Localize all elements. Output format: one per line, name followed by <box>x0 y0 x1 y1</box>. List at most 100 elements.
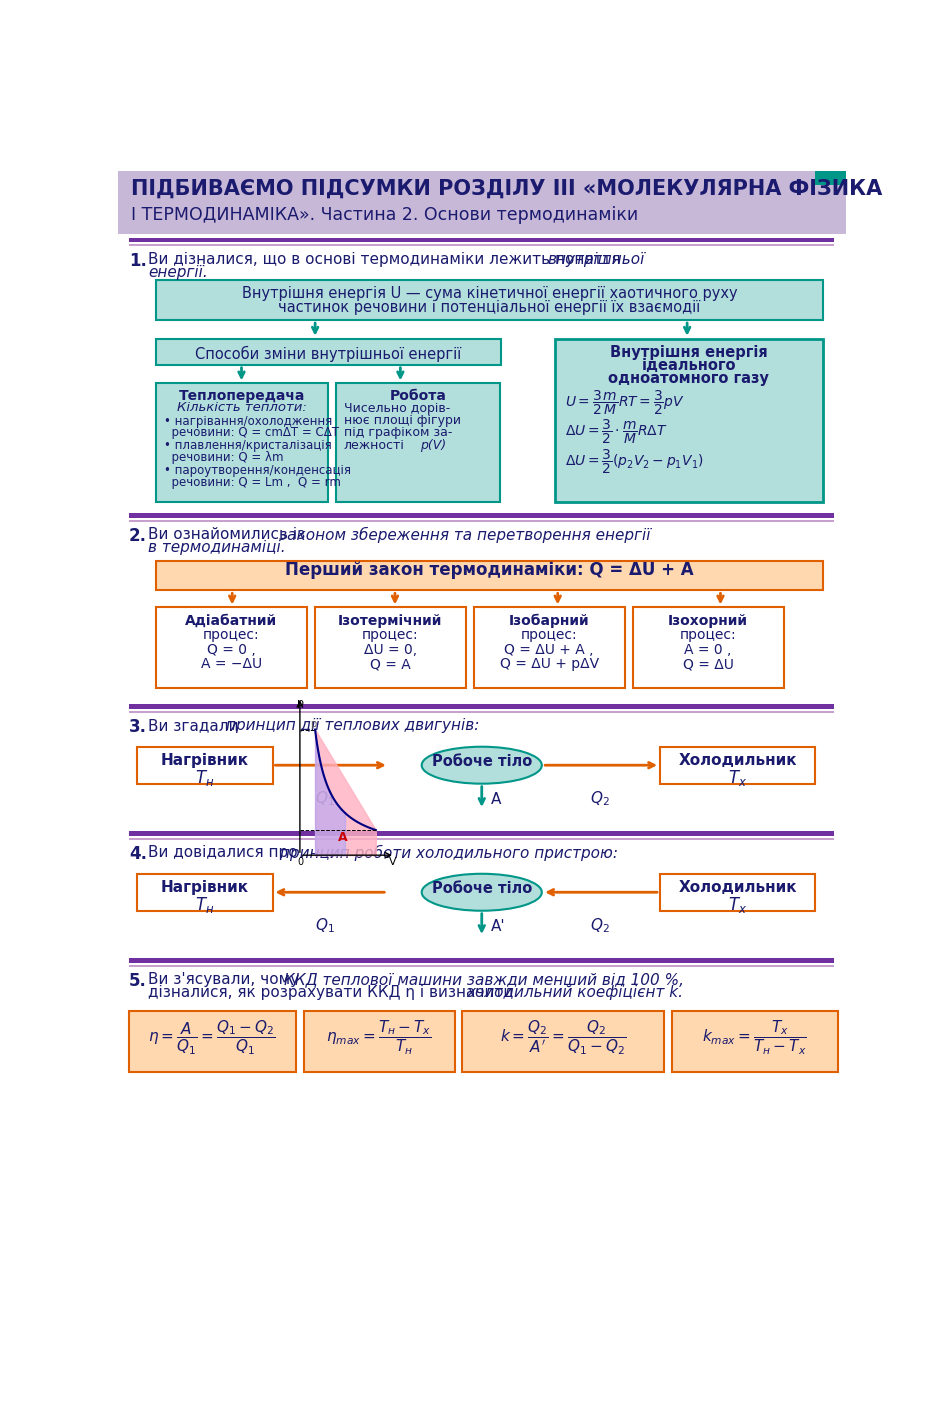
Text: Ви довідалися про: Ви довідалися про <box>149 845 303 861</box>
Text: $\Delta U = \dfrac{3}{2} \cdot \dfrac{m}{M} R\Delta T$: $\Delta U = \dfrac{3}{2} \cdot \dfrac{m}… <box>566 417 668 445</box>
Text: Q = A: Q = A <box>370 657 411 672</box>
Text: Холодильник: Холодильник <box>679 753 797 768</box>
Text: • пароутворення/конденсація: • пароутворення/конденсація <box>164 464 351 477</box>
FancyBboxPatch shape <box>129 838 835 840</box>
Ellipse shape <box>422 747 541 784</box>
Text: V: V <box>389 857 397 867</box>
Text: $\eta_{max} = \dfrac{T_н - T_х}{T_н}$: $\eta_{max} = \dfrac{T_н - T_х}{T_н}$ <box>326 1019 431 1057</box>
Text: 2.: 2. <box>129 528 148 545</box>
Text: нює площі фігури: нює площі фігури <box>344 414 461 427</box>
FancyBboxPatch shape <box>304 1010 455 1073</box>
FancyBboxPatch shape <box>156 383 328 502</box>
Text: Ви згадали: Ви згадали <box>149 719 243 733</box>
Text: $Q_2$: $Q_2$ <box>589 790 609 808</box>
FancyBboxPatch shape <box>129 959 835 963</box>
Text: Ви дізналися, що в основі термодинаміки лежить поняття: Ви дізналися, що в основі термодинаміки … <box>149 252 626 266</box>
Text: $U = \dfrac{3}{2}\dfrac{m}{M}RT = \dfrac{3}{2}pV$: $U = \dfrac{3}{2}\dfrac{m}{M}RT = \dfrac… <box>566 388 685 417</box>
Text: $k = \dfrac{Q_2}{A'} = \dfrac{Q_2}{Q_1 - Q_2}$: $k = \dfrac{Q_2}{A'} = \dfrac{Q_2}{Q_1 -… <box>500 1019 626 1057</box>
Text: $k_{max} = \dfrac{T_х}{T_н - T_х}$: $k_{max} = \dfrac{T_х}{T_н - T_х}$ <box>702 1019 807 1057</box>
Text: Q = ΔU + A ,: Q = ΔU + A , <box>505 643 594 657</box>
Text: ККД теплової машини завжди менший від 100 %,: ККД теплової машини завжди менший від 10… <box>284 972 684 988</box>
FancyBboxPatch shape <box>129 1010 296 1073</box>
Text: Робота: Робота <box>390 388 446 403</box>
FancyBboxPatch shape <box>337 383 500 502</box>
FancyBboxPatch shape <box>137 874 273 911</box>
Text: A: A <box>337 831 348 844</box>
FancyBboxPatch shape <box>815 171 846 185</box>
Text: процес:: процес: <box>362 628 418 642</box>
Text: Нагрівник: Нагрівник <box>161 879 248 895</box>
Text: Q = ΔU + pΔV: Q = ΔU + pΔV <box>500 657 599 672</box>
FancyBboxPatch shape <box>129 243 835 246</box>
FancyBboxPatch shape <box>671 1010 838 1073</box>
FancyBboxPatch shape <box>315 608 466 689</box>
Text: Ви з'ясували, чому: Ви з'ясували, чому <box>149 972 305 988</box>
FancyBboxPatch shape <box>129 710 835 713</box>
Text: $Q_2$: $Q_2$ <box>589 916 609 935</box>
FancyBboxPatch shape <box>660 874 815 911</box>
Text: Q = 0 ,: Q = 0 , <box>207 643 256 657</box>
Ellipse shape <box>422 874 541 911</box>
Text: законом збереження та перетворення енергії: законом збереження та перетворення енерг… <box>278 528 650 544</box>
FancyBboxPatch shape <box>129 831 835 837</box>
Text: в термодинаміці.: в термодинаміці. <box>149 541 286 555</box>
Text: $Q_1$: $Q_1$ <box>315 790 335 808</box>
FancyBboxPatch shape <box>118 171 846 233</box>
Text: Ізобарний: Ізобарний <box>509 613 589 628</box>
Text: • плавлення/кристалізація: • плавлення/кристалізація <box>164 440 332 453</box>
Text: під графіком за-: під графіком за- <box>344 427 452 440</box>
FancyBboxPatch shape <box>129 965 835 968</box>
Text: Адіабатний: Адіабатний <box>185 613 277 628</box>
Text: $T_н$: $T_н$ <box>195 895 214 915</box>
Text: речовини: Q = cmΔT = CΔT: речовини: Q = cmΔT = CΔT <box>164 427 339 440</box>
Text: • нагрівання/охолодження: • нагрівання/охолодження <box>164 416 332 428</box>
Text: холодильний коефіцієнт k.: холодильний коефіцієнт k. <box>466 985 683 1000</box>
Text: лежності: лежності <box>344 438 405 451</box>
FancyBboxPatch shape <box>129 238 835 242</box>
Text: A: A <box>491 791 501 807</box>
Text: p(V): p(V) <box>420 438 446 451</box>
Text: $\eta = \dfrac{A}{Q_1} = \dfrac{Q_1 - Q_2}{Q_1}$: $\eta = \dfrac{A}{Q_1} = \dfrac{Q_1 - Q_… <box>149 1019 275 1057</box>
Text: p: p <box>297 697 304 707</box>
Text: Теплопередача: Теплопередача <box>180 388 306 403</box>
Text: дізналися, як розрахувати ККД η і визначити: дізналися, як розрахувати ККД η і визнач… <box>149 985 519 1000</box>
FancyBboxPatch shape <box>556 339 822 502</box>
Text: процес:: процес: <box>203 628 259 642</box>
Text: Нагрівник: Нагрівник <box>161 753 248 768</box>
Text: 1.: 1. <box>129 252 147 269</box>
Text: A = 0 ,: A = 0 , <box>684 643 731 657</box>
Text: процес:: процес: <box>521 628 577 642</box>
Text: частинок речовини і потенціальної енергії їх взаємодії: частинок речовини і потенціальної енергі… <box>278 300 700 314</box>
FancyBboxPatch shape <box>156 339 501 364</box>
Text: $T_х$: $T_х$ <box>728 767 747 787</box>
Text: ідеального: ідеального <box>641 357 736 373</box>
Text: Чисельно дорів-: Чисельно дорів- <box>344 401 450 414</box>
Text: Способи зміни внутрішньої енергії: Способи зміни внутрішньої енергії <box>196 346 462 361</box>
Text: Ізотермічний: Ізотермічний <box>338 613 443 628</box>
Text: процес:: процес: <box>680 628 736 642</box>
Text: 0: 0 <box>297 857 304 867</box>
Text: A': A' <box>491 919 506 933</box>
Text: A = −ΔU: A = −ΔU <box>201 657 262 672</box>
FancyBboxPatch shape <box>633 608 784 689</box>
Text: $Q_1$: $Q_1$ <box>315 916 335 935</box>
FancyBboxPatch shape <box>129 519 835 522</box>
Text: внутрішньої: внутрішньої <box>548 252 645 266</box>
Text: 4.: 4. <box>129 845 148 864</box>
FancyBboxPatch shape <box>156 561 822 591</box>
Text: Внутрішня енергія U — сума кінетичної енергії хаотичного руху: Внутрішня енергія U — сума кінетичної ен… <box>242 286 737 302</box>
Text: Робоче тіло: Робоче тіло <box>431 754 532 768</box>
Text: Холодильник: Холодильник <box>679 879 797 895</box>
Text: речовини: Q = Lm ,  Q = rm: речовини: Q = Lm , Q = rm <box>164 475 341 488</box>
FancyBboxPatch shape <box>129 704 835 709</box>
Text: Кількість теплоти:: Кількість теплоти: <box>178 401 307 414</box>
FancyBboxPatch shape <box>462 1010 664 1073</box>
FancyBboxPatch shape <box>137 747 273 784</box>
Text: Ви ознайомились із: Ви ознайомились із <box>149 528 310 542</box>
Text: Робоче тіло: Робоче тіло <box>431 881 532 896</box>
Text: І ТЕРМОДИНАМІКА». Частина 2. Основи термодинаміки: І ТЕРМОДИНАМІКА». Частина 2. Основи терм… <box>132 206 638 225</box>
FancyBboxPatch shape <box>156 280 822 320</box>
Text: ПІДБИВАЄМО ПІДСУМКИ РОЗДІЛУ III «МОЛЕКУЛЯРНА ФІЗИКА: ПІДБИВАЄМО ПІДСУМКИ РОЗДІЛУ III «МОЛЕКУЛ… <box>132 178 883 198</box>
Text: $T_н$: $T_н$ <box>195 767 214 787</box>
Text: $\Delta U = \dfrac{3}{2}(p_2V_2 - p_1V_1)$: $\Delta U = \dfrac{3}{2}(p_2V_2 - p_1V_1… <box>566 448 704 477</box>
